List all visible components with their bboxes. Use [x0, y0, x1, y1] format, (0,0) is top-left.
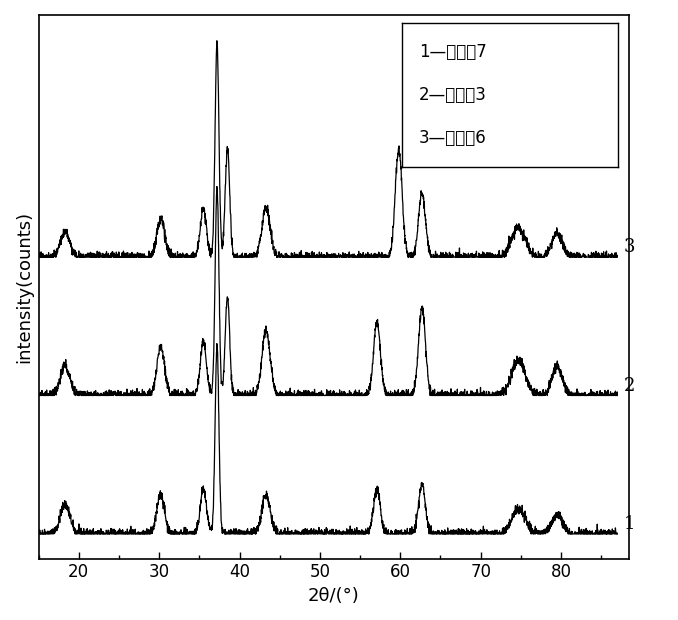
Text: 3: 3: [624, 238, 635, 256]
Y-axis label: intensity(counts): intensity(counts): [15, 211, 33, 363]
Text: 2: 2: [624, 376, 635, 394]
Text: 1: 1: [624, 515, 635, 533]
X-axis label: 2θ/(°): 2θ/(°): [308, 587, 360, 605]
